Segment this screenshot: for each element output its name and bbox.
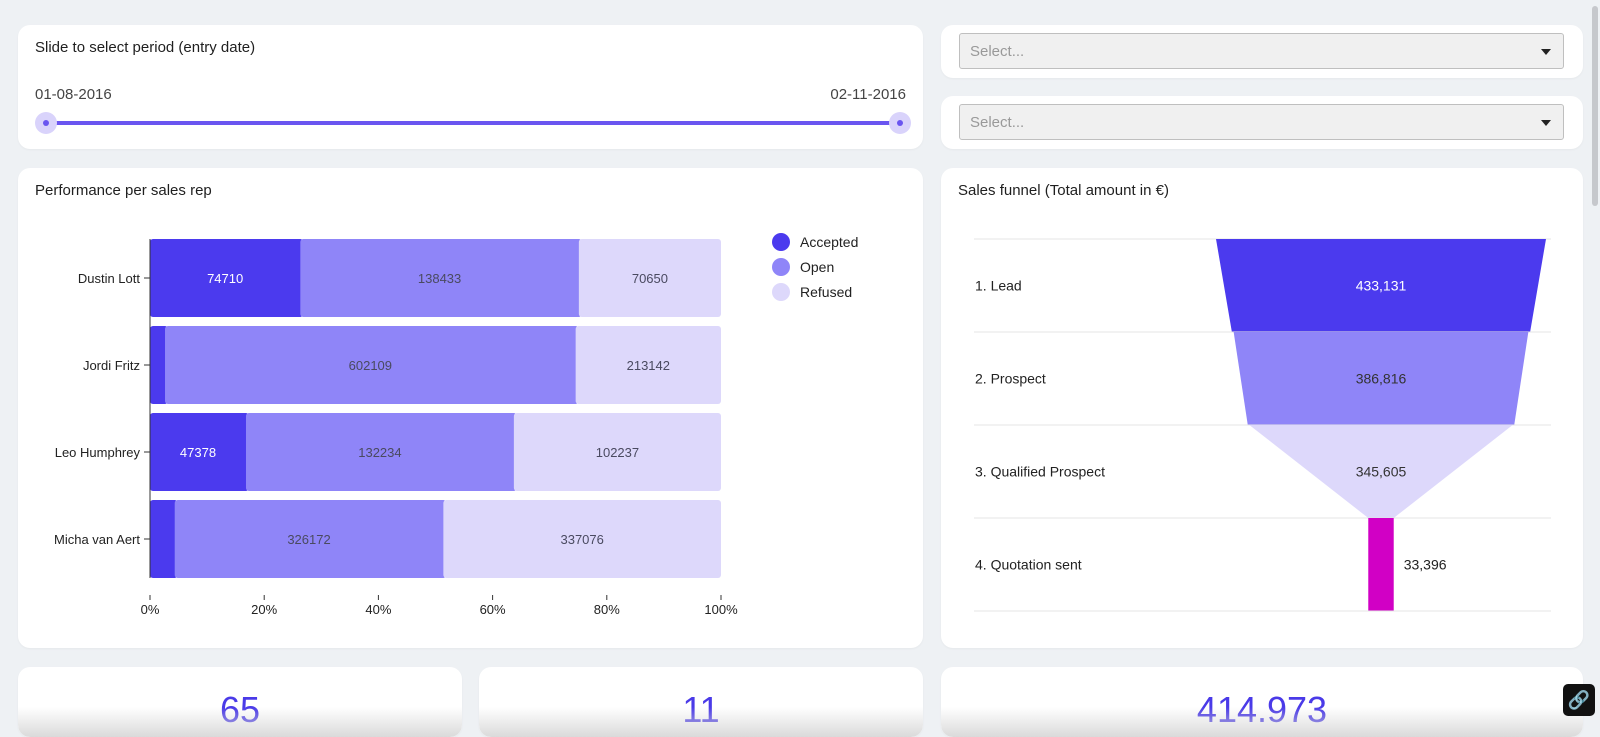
bar-value-label: 326172	[287, 532, 330, 547]
chevron-down-icon	[1541, 49, 1551, 55]
y-tick-label: Leo Humphrey	[55, 445, 141, 460]
slider-track[interactable]	[46, 121, 899, 125]
filter-card-1: Select...	[941, 25, 1583, 78]
x-tick-label: 100%	[704, 602, 738, 617]
link-icon[interactable]: 🔗	[1563, 684, 1595, 716]
x-tick-label: 0%	[141, 602, 160, 617]
funnel-segment	[1249, 425, 1513, 518]
legend-label: Refused	[800, 284, 852, 300]
funnel-card: Sales funnel (Total amount in €) 1. Lead…	[941, 168, 1583, 648]
bar-accepted	[150, 500, 178, 578]
x-tick-label: 40%	[365, 602, 391, 617]
kpi-card-3: 414.973	[941, 667, 1583, 737]
legend-swatch	[772, 283, 790, 301]
bar-value-label: 602109	[349, 358, 392, 373]
bar-value-label: 102237	[596, 445, 639, 460]
bar-open	[165, 326, 579, 404]
funnel-value-label: 33,396	[1404, 557, 1447, 573]
funnel-value-label: 386,816	[1356, 371, 1407, 387]
funnel-stage-label: 3. Qualified Prospect	[975, 464, 1105, 480]
bar-value-label: 132234	[358, 445, 401, 460]
bar-open	[245, 413, 517, 491]
filter-select-1-placeholder: Select...	[970, 43, 1025, 60]
scrollbar-thumb[interactable]	[1592, 6, 1598, 206]
funnel-value-label: 345,605	[1356, 464, 1407, 480]
performance-title: Performance per sales rep	[35, 182, 212, 199]
performance-chart: 74710 138433 70650 Dustin Lott 602109 213142 J…	[54, 233, 858, 617]
filter-select-2[interactable]: Select...	[959, 104, 1564, 140]
funnel-segment	[1233, 332, 1529, 425]
bar-accepted	[150, 239, 304, 317]
bar-accepted	[150, 326, 169, 404]
funnel-segment	[1216, 239, 1546, 332]
bar-refused	[578, 239, 721, 317]
chevron-down-icon	[1541, 120, 1551, 126]
legend-swatch	[772, 258, 790, 276]
x-tick-label: 80%	[594, 602, 620, 617]
funnel-stage-label: 2. Prospect	[975, 371, 1046, 387]
bar-accepted	[150, 413, 249, 491]
bar-refused	[443, 500, 721, 578]
filter-select-1[interactable]: Select...	[959, 33, 1564, 69]
funnel-stage-label: 1. Lead	[975, 278, 1022, 294]
x-tick-label: 60%	[480, 602, 506, 617]
funnel-title: Sales funnel (Total amount in €)	[958, 182, 1169, 199]
y-tick-label: Jordi Fritz	[83, 358, 140, 373]
filter-card-2: Select...	[941, 96, 1583, 149]
y-tick-label: Micha van Aert	[54, 532, 140, 547]
bar-open	[174, 500, 447, 578]
legend-swatch	[772, 233, 790, 251]
x-tick-label: 20%	[251, 602, 277, 617]
kpi-fade	[941, 707, 1583, 737]
slider-end-handle[interactable]	[889, 112, 911, 134]
slider-end-date: 02-11-2016	[830, 86, 906, 103]
bar-refused	[513, 413, 721, 491]
slider-start-date: 01-08-2016	[35, 86, 112, 103]
slider-title: Slide to select period (entry date)	[35, 39, 256, 56]
bar-refused	[575, 326, 721, 404]
funnel-stage-label: 4. Quotation sent	[975, 557, 1082, 573]
funnel-value-label: 433,131	[1356, 278, 1407, 294]
bar-value-label: 337076	[560, 532, 603, 547]
bar-value-label: 47378	[180, 445, 216, 460]
funnel-chart: 1. Lead 433,131 2. Prospect 386,816 3. Quali…	[974, 238, 1551, 612]
bar-value-label: 74710	[207, 271, 243, 286]
y-tick-label: Dustin Lott	[78, 271, 141, 286]
bar-open	[300, 239, 582, 317]
bar-value-label: 213142	[627, 358, 670, 373]
kpi-fade	[479, 707, 923, 737]
page-scrollbar[interactable]	[1590, 0, 1600, 722]
funnel-segment	[1368, 518, 1394, 611]
kpi-fade	[18, 707, 462, 737]
kpi-card-1: 65	[18, 667, 462, 737]
legend-label: Open	[800, 259, 834, 275]
bar-value-label: 70650	[632, 271, 668, 286]
kpi-card-2: 11	[479, 667, 923, 737]
performance-card: Performance per sales rep 74710 138433 706…	[18, 168, 923, 648]
legend-label: Accepted	[800, 234, 858, 250]
slider-start-handle[interactable]	[35, 112, 57, 134]
period-slider-card: Slide to select period (entry date) 01-0…	[18, 25, 923, 149]
bar-value-label: 138433	[418, 271, 461, 286]
filter-select-2-placeholder: Select...	[970, 114, 1025, 131]
